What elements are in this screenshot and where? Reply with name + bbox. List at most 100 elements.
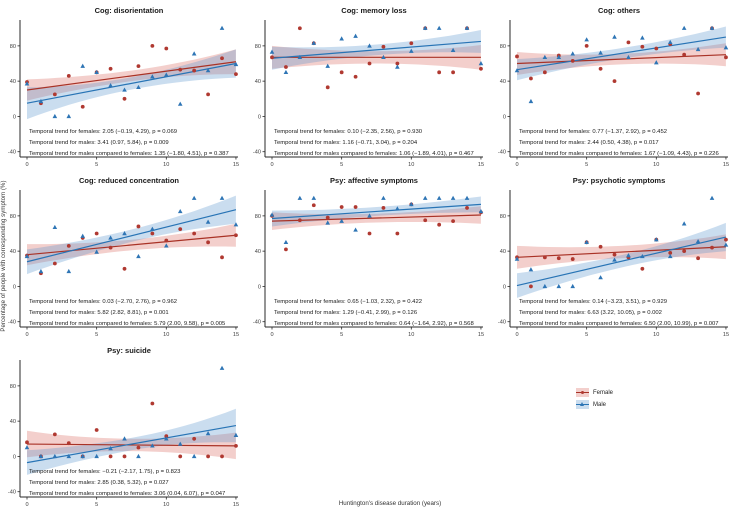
y-tick-label: 0 — [13, 454, 16, 460]
y-tick-label: 40 — [10, 419, 16, 425]
male-point — [409, 48, 414, 53]
male-point — [422, 195, 428, 200]
subplot-cog-reduced-concentration: -40 0 40 80 0 5 10 15 Cog: reduced concentration… — [8, 176, 239, 338]
female-point — [668, 251, 673, 255]
x-tick-label: 0 — [25, 502, 28, 508]
male-point — [80, 63, 86, 68]
female-point — [696, 91, 700, 96]
female-point — [612, 252, 617, 257]
female-point — [66, 441, 71, 446]
male-points — [269, 25, 484, 75]
female-point — [66, 73, 71, 78]
male-point — [556, 54, 562, 60]
male-confidence-band — [27, 49, 236, 120]
male-point — [150, 226, 155, 231]
female-point — [640, 266, 645, 271]
male-point — [723, 45, 729, 50]
male-point — [681, 221, 687, 226]
y-tick-label: 40 — [500, 79, 506, 85]
male-point — [654, 60, 659, 65]
x-tick-label: 15 — [723, 162, 729, 168]
male-point — [191, 195, 197, 200]
subplot-psy-suicide: -40 0 40 80 0 5 10 15 Psy: suicide Temporal trend… — [8, 346, 239, 508]
male-points — [24, 195, 239, 274]
female-point — [710, 245, 714, 250]
y-tick-label: -40 — [8, 150, 16, 156]
y-tick-label: 80 — [255, 44, 261, 50]
female-point — [682, 52, 687, 57]
male-point — [66, 268, 72, 274]
annotation-line: Temporal trend for females: 0.14 (−3.23,… — [519, 299, 667, 305]
female-point — [584, 43, 589, 48]
female-trend-line — [26, 61, 237, 91]
female-point — [339, 70, 344, 75]
male-trend-line — [516, 36, 727, 71]
annotation-line: Temporal trend for males: 1.16 (−0.71, 3… — [274, 140, 418, 146]
female-point — [206, 454, 210, 459]
female-point — [164, 434, 169, 439]
male-point — [542, 283, 548, 289]
x-tick-label: 5 — [585, 162, 588, 168]
male-point — [164, 436, 169, 441]
y-tick-label: 0 — [258, 284, 261, 290]
female-point — [297, 218, 302, 223]
male-point — [311, 195, 317, 200]
female-point — [178, 454, 183, 459]
male-point — [191, 51, 197, 56]
female-point — [395, 231, 400, 236]
female-point — [108, 454, 113, 459]
x-tick-label: 5 — [340, 162, 343, 168]
female-point — [367, 61, 372, 66]
x-tick-label: 5 — [95, 332, 98, 338]
male-point — [66, 113, 72, 119]
male-points — [514, 25, 729, 104]
subplot-title: Cog: memory loss — [341, 6, 406, 15]
annotation-line: Temporal trend for females: 0.65 (−1.03,… — [274, 299, 422, 305]
y-tick-label: 40 — [10, 79, 16, 85]
x-tick-label: 0 — [25, 162, 28, 168]
male-trend-line — [271, 40, 481, 59]
female-point — [220, 56, 224, 61]
male-point — [136, 84, 141, 90]
y-tick-label: 80 — [255, 214, 261, 220]
male-point — [205, 219, 211, 224]
male-point — [122, 436, 127, 441]
male-point — [514, 256, 520, 261]
y-tick-label: -40 — [498, 320, 506, 326]
male-point — [367, 43, 372, 48]
annotation-line: Temporal trend for males compared to fem… — [274, 151, 474, 157]
legend-label-female: Female — [593, 389, 614, 396]
male-points — [269, 195, 484, 245]
male-point — [233, 432, 239, 437]
female-point — [150, 43, 155, 48]
male-point — [667, 253, 673, 259]
male-trend-line — [26, 209, 237, 263]
male-point — [205, 430, 211, 436]
male-point — [339, 218, 344, 223]
male-point — [325, 220, 331, 225]
male-point — [598, 275, 603, 280]
female-point — [311, 203, 316, 208]
male-point — [80, 233, 86, 238]
male-point — [94, 453, 99, 459]
female-point — [66, 243, 71, 248]
legend-label-male: Male — [593, 401, 607, 408]
female-trend-line — [271, 214, 481, 222]
female-point — [451, 70, 455, 75]
female-point — [234, 72, 238, 76]
x-tick-label: 0 — [270, 162, 273, 168]
male-point — [219, 25, 225, 30]
female-point — [122, 96, 127, 101]
female-point — [270, 55, 274, 60]
male-point — [283, 239, 289, 245]
y-tick-label: 0 — [258, 114, 261, 120]
male-point — [695, 46, 701, 52]
female-point — [542, 70, 547, 75]
female-point — [206, 92, 210, 97]
x-tick-label: 15 — [233, 332, 239, 338]
legend-item-male: Male — [576, 400, 613, 409]
y-tick-label: 80 — [500, 44, 506, 50]
male-point — [233, 61, 239, 67]
male-point — [626, 253, 631, 258]
male-point — [528, 267, 534, 272]
